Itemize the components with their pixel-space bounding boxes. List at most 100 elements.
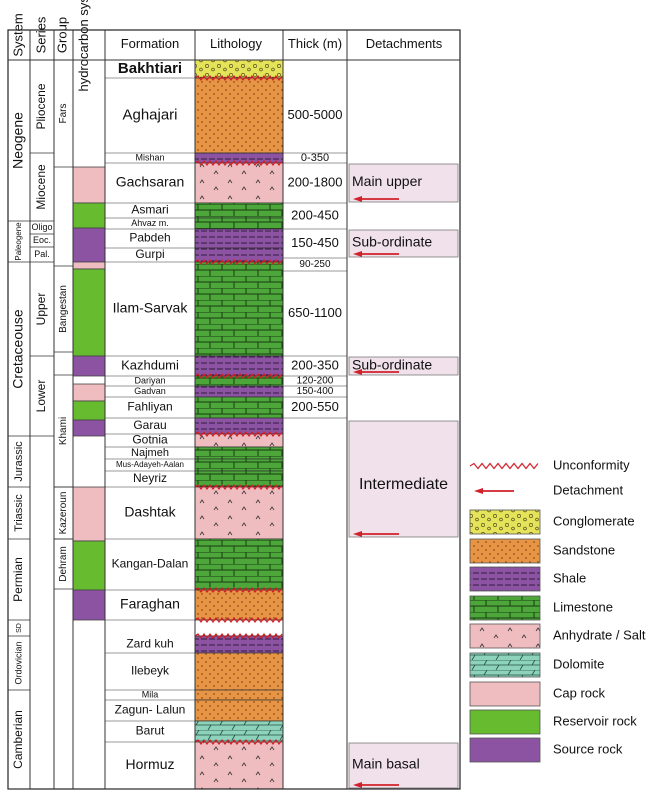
header-system: System bbox=[10, 13, 25, 56]
detachment-box bbox=[348, 742, 459, 789]
series-label: Eoc. bbox=[33, 235, 51, 245]
legend-label: Detachment bbox=[553, 482, 623, 497]
thickness-label: 650-1100 bbox=[288, 305, 342, 320]
lithology-unit-shale bbox=[194, 635, 284, 654]
legend-swatch-dolomite bbox=[469, 652, 541, 678]
header-lithology: Lithology bbox=[210, 36, 263, 51]
header-group: Group bbox=[54, 17, 69, 53]
legend-swatch-reservoir bbox=[469, 709, 541, 735]
formation-label: Garau bbox=[133, 418, 166, 432]
hydro-block-cap bbox=[72, 166, 106, 204]
unconformity-line bbox=[194, 373, 283, 379]
lithology-unit-limestone bbox=[194, 375, 284, 387]
rotated-label: Neogene bbox=[10, 112, 26, 169]
rotated-label: Triassic bbox=[13, 494, 25, 532]
legend-label: Reservoir rock bbox=[553, 713, 637, 728]
detachment-box bbox=[348, 229, 459, 258]
legend-swatch-anhydrite bbox=[469, 623, 541, 649]
unconformity-line bbox=[194, 75, 283, 81]
legend-detachment-arrowhead bbox=[474, 488, 483, 494]
hydro-block-reservoir bbox=[72, 540, 106, 591]
formation-label: Najmeh bbox=[131, 447, 169, 459]
thickness-label: 200-550 bbox=[291, 399, 339, 414]
thickness-label: 500-5000 bbox=[288, 107, 343, 122]
legend-label: Unconformity bbox=[553, 457, 630, 472]
hydro-block-source bbox=[72, 589, 106, 621]
rotated-label: SD bbox=[16, 623, 23, 633]
detachment-arrowhead bbox=[353, 196, 362, 202]
rotated-label: Fars bbox=[58, 104, 69, 124]
formation-label: Pabdeh bbox=[129, 231, 170, 245]
formation-label: Ilam-Sarvak bbox=[113, 300, 189, 316]
lithology-column bbox=[194, 59, 284, 790]
detachment-label: Sub-ordinate bbox=[352, 234, 432, 250]
lithology-unit-shale bbox=[194, 228, 284, 249]
legend-swatch-shale bbox=[469, 566, 541, 592]
series-label: Oligo bbox=[31, 222, 52, 232]
thickness-label: 200-1800 bbox=[288, 174, 343, 189]
formation-label: Bakhtiari bbox=[118, 60, 182, 77]
legend-label: Conglomerate bbox=[553, 513, 635, 528]
detachment-arrowhead bbox=[353, 782, 362, 788]
formation-label: Mus-Adayeh-Aalan bbox=[116, 460, 184, 469]
formation-column: Bakhtiari Aghajari Mishan Gachsaran AsmariAh… bbox=[112, 60, 189, 772]
rotated-label: Kazeroun bbox=[58, 492, 69, 535]
formation-label: Faraghan bbox=[120, 596, 180, 612]
header-hydrocarbon-system: hydrocarbon system bbox=[76, 0, 91, 92]
formation-label: Ahvaz m. bbox=[131, 218, 169, 228]
legend-label: Anhydrate / Salt bbox=[553, 627, 646, 642]
hydro-block-cap bbox=[72, 383, 106, 402]
detachment-box bbox=[348, 163, 459, 203]
detachment-label: Main basal bbox=[352, 755, 420, 771]
thickness-label: 150-400 bbox=[297, 386, 334, 397]
rotated-label: Dehram bbox=[58, 546, 69, 582]
detachment-label: Intermediate bbox=[359, 476, 448, 493]
lithology-unit-sandstone bbox=[194, 589, 284, 621]
formation-label: Zagun- Lalun bbox=[115, 703, 186, 717]
hydro-block-cap bbox=[72, 261, 106, 270]
formation-label: Dashtak bbox=[124, 504, 176, 520]
hydro-block-cap bbox=[72, 486, 106, 542]
unconformity-line bbox=[194, 259, 283, 265]
rotated-label: Ordovician bbox=[13, 641, 23, 684]
legend-label: Dolomite bbox=[553, 656, 604, 671]
formation-label: Mishan bbox=[135, 152, 164, 162]
lithology-unit-shale bbox=[194, 385, 284, 398]
lithology-unit-limestone bbox=[194, 217, 284, 230]
legend-unconformity-swatch bbox=[469, 462, 539, 470]
legend-swatch-limestone bbox=[469, 595, 541, 621]
formation-label: Barut bbox=[136, 724, 165, 738]
rotated-label: Lower bbox=[34, 380, 48, 413]
formation-label: Neyriz bbox=[133, 471, 167, 485]
thickness-label: 200-350 bbox=[291, 357, 339, 372]
legend-swatch-source bbox=[469, 737, 541, 763]
formation-label: Hormuz bbox=[125, 756, 174, 772]
formation-label: Dariyan bbox=[134, 375, 165, 385]
unconformity-line bbox=[194, 617, 283, 623]
formation-label: Gotnia bbox=[132, 433, 168, 447]
legend: Unconformity Detachment Conglomerate Sandst… bbox=[469, 457, 646, 763]
rotated-label: Permian bbox=[11, 557, 25, 602]
rotated-label: Bangestan bbox=[58, 285, 69, 333]
hydro-block-source bbox=[72, 419, 106, 437]
hydro-block-reservoir bbox=[72, 202, 106, 229]
header-formation: Formation bbox=[121, 36, 180, 51]
legend-label: Source rock bbox=[553, 741, 623, 756]
rotated-label: Miocene bbox=[34, 164, 48, 210]
hydro-block-source bbox=[72, 355, 106, 377]
formation-label: Kazhdumi bbox=[121, 357, 179, 372]
series-label: Pal. bbox=[34, 249, 50, 259]
detachment-arrowhead bbox=[353, 531, 362, 537]
thickness-label: 120-200 bbox=[297, 376, 334, 387]
formation-label: Kangan-Dalan bbox=[112, 557, 189, 571]
hydro-block-reservoir bbox=[72, 268, 106, 357]
formation-label: Aghajari bbox=[122, 106, 177, 123]
column-headers: System Series Group hydrocarbon system F… bbox=[10, 0, 442, 92]
lithology-unit-sandstone bbox=[194, 689, 284, 701]
unconformity-line bbox=[194, 587, 283, 593]
formation-label: Asmari bbox=[131, 203, 168, 217]
header-thick: Thick (m) bbox=[288, 36, 342, 51]
rotated-label: Camberian bbox=[11, 710, 25, 769]
detachment-label: Sub-ordinate bbox=[352, 356, 432, 372]
legend-label: Sandstone bbox=[553, 542, 615, 557]
